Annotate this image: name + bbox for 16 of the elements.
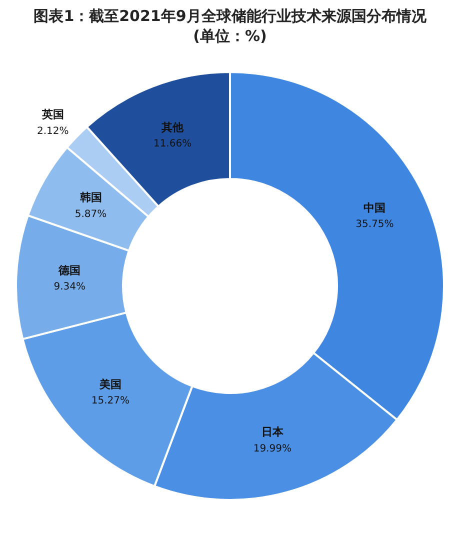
data-label: 35.75% bbox=[356, 219, 394, 230]
slice-label: 英国 bbox=[40, 108, 64, 122]
slice-label: 美国 bbox=[98, 378, 122, 391]
data-label: 2.12% bbox=[36, 126, 69, 137]
slice-label: 其他 bbox=[160, 121, 185, 134]
chart-title: 图表1：截至2021年9月全球储能行业技术来源国分布情况 bbox=[32, 6, 428, 26]
chart-subtitle: (单位：%) bbox=[192, 26, 268, 46]
data-label: 19.99% bbox=[253, 443, 292, 454]
data-label: 15.27% bbox=[91, 396, 130, 407]
data-label: 9.34% bbox=[54, 282, 86, 293]
slice-label: 韩国 bbox=[78, 191, 102, 204]
slice-label: 日本 bbox=[261, 426, 284, 439]
data-label: 11.66% bbox=[153, 138, 192, 150]
slice-label: 中国 bbox=[364, 201, 386, 214]
slice-label: 德国 bbox=[58, 264, 81, 278]
data-label: 5.87% bbox=[74, 208, 107, 220]
